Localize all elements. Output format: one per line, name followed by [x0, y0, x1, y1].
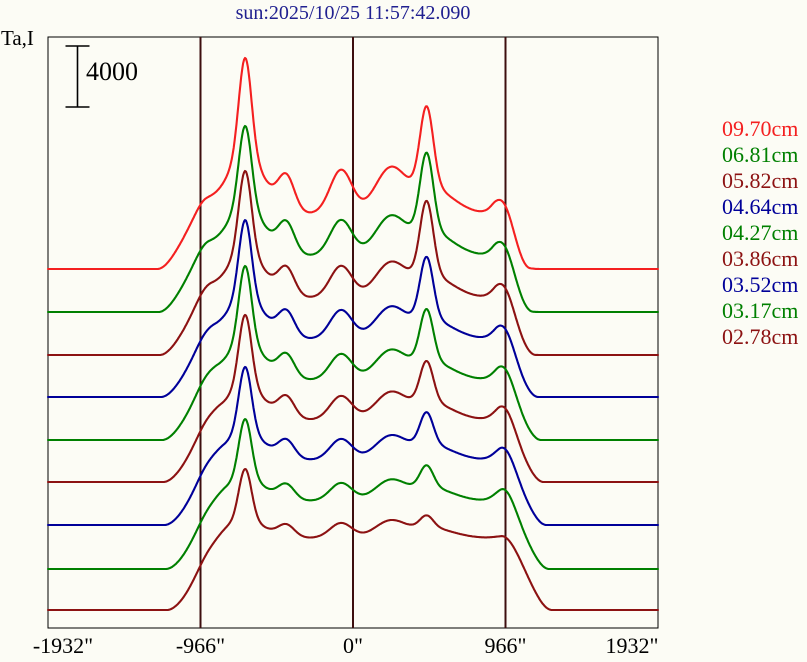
legend-item-04.27cm: 04.27cm [722, 220, 799, 245]
legend-item-02.78cm: 02.78cm [722, 324, 799, 349]
scan-trace-02.78cm [46, 467, 660, 612]
legend-item-03.86cm: 03.86cm [722, 246, 799, 271]
x-tick-label-1932: 1932" [605, 633, 659, 658]
legend-item-09.70cm: 09.70cm [722, 116, 799, 141]
x-tick-label-0: 0" [343, 633, 363, 658]
scan-trace-05.82cm [46, 169, 660, 357]
scan-trace-06.81cm [46, 124, 660, 314]
x-tick-label-966: 966" [484, 633, 527, 658]
legend-item-06.81cm: 06.81cm [722, 142, 799, 167]
legend-item-05.82cm: 05.82cm [722, 168, 799, 193]
scan-trace-03.17cm [46, 418, 660, 571]
scale-bar-label: 4000 [86, 57, 138, 86]
scan-trace-04.27cm [46, 264, 660, 442]
legend-item-03.17cm: 03.17cm [722, 298, 799, 323]
scan-trace-09.70cm [46, 56, 660, 271]
legend-item-03.52cm: 03.52cm [722, 272, 799, 297]
x-tick-label--966: -966" [175, 633, 226, 658]
y-axis-label: Ta,I [1, 26, 34, 50]
scan-trace-04.64cm [46, 219, 660, 399]
scan-trace-03.86cm [46, 313, 660, 484]
legend-item-04.64cm: 04.64cm [722, 194, 799, 219]
wavelength-legend: 09.70cm 06.81cm 05.82cm 04.64cm 04.27cm 03.86… [722, 116, 798, 350]
scan-trace-03.52cm [46, 365, 660, 527]
page-title: sun:2025/10/25 11:57:42.090 [235, 2, 471, 24]
x-tick-label--1932: -1932" [32, 633, 94, 658]
